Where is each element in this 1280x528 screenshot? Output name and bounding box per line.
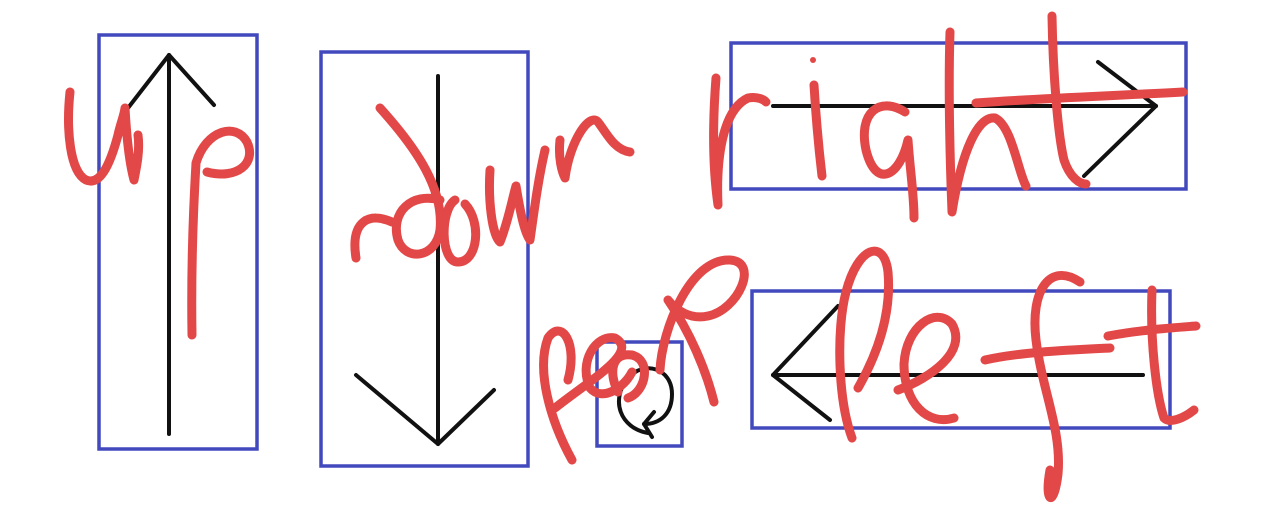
up-bounding-box xyxy=(97,33,259,451)
arrow-right-icon xyxy=(771,60,1158,178)
arrow-up-icon xyxy=(126,53,216,436)
handwritten-label-down xyxy=(350,103,635,267)
arrow-left-icon xyxy=(771,304,1145,422)
down-bounding-box xyxy=(319,50,530,468)
left-group: left xyxy=(750,246,1201,503)
loop-icon xyxy=(617,366,674,439)
left-bounding-box xyxy=(750,289,1172,430)
up-group: up xyxy=(64,33,259,451)
right-group: right xyxy=(709,11,1188,223)
handwritten-label-up xyxy=(64,87,254,340)
arrow-down-icon xyxy=(354,74,496,446)
handwritten-label-left xyxy=(835,246,1201,503)
loop-group: loop xyxy=(539,255,749,465)
down-group: down xyxy=(319,50,635,468)
handwritten-label-loop xyxy=(539,255,749,465)
handwritten-label-right xyxy=(709,11,1188,223)
